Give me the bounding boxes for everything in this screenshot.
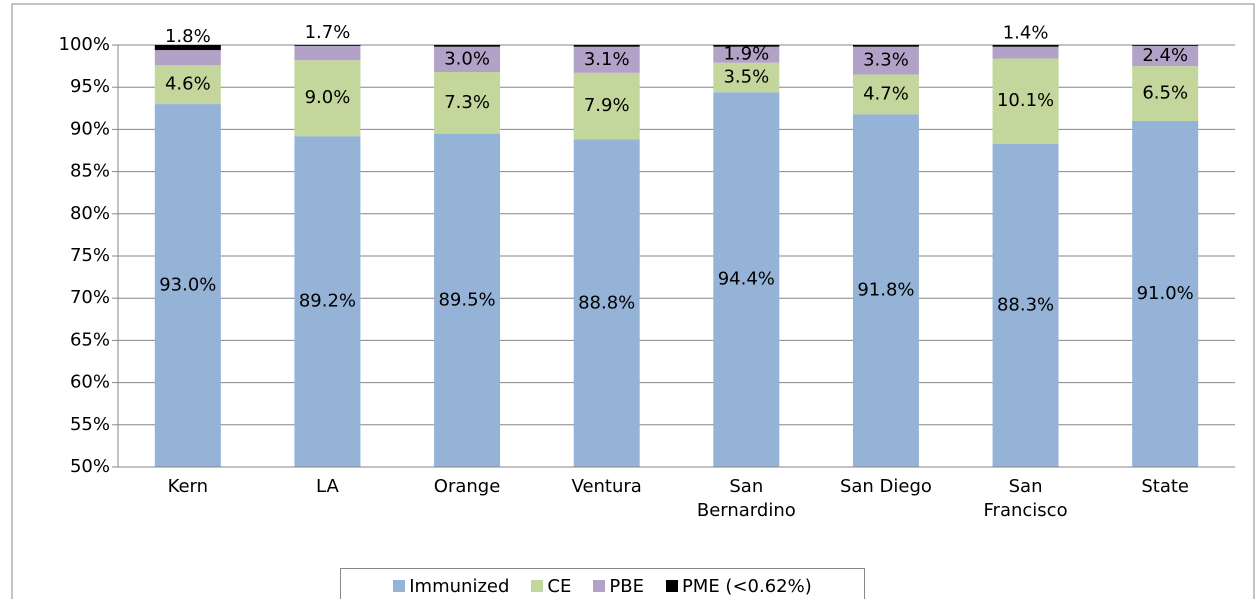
bar-segment	[713, 62, 780, 93]
data-label: 88.3%	[997, 294, 1054, 315]
data-label: 89.2%	[299, 291, 356, 312]
data-label: 91.0%	[1137, 283, 1194, 304]
data-label: 3.0%	[444, 48, 490, 69]
data-label: 93.0%	[159, 275, 216, 296]
legend-swatch	[531, 580, 544, 592]
data-label: 4.6%	[165, 74, 211, 95]
x-tick-label: San Diego	[839, 476, 932, 497]
bar-segment	[1132, 45, 1199, 67]
legend-label: Immunized	[409, 575, 510, 597]
bar-segment	[1132, 66, 1199, 121]
bar-segment	[434, 72, 501, 134]
data-label: 6.5%	[1142, 83, 1188, 104]
bar-segment	[154, 104, 221, 467]
bar-segment	[713, 92, 780, 467]
x-tick-label: Orange	[433, 476, 501, 497]
y-tick-label: 55%	[70, 414, 110, 435]
bar-segment	[992, 45, 1059, 47]
bar-segment	[713, 46, 780, 63]
bar-segment	[434, 45, 501, 47]
bar-segment	[434, 46, 501, 73]
data-label: 7.3%	[444, 92, 490, 113]
bar-segment	[434, 133, 501, 467]
legend-label: CE	[547, 575, 572, 597]
legend-item: PME (<0.62%)	[665, 575, 812, 597]
y-tick-label: 95%	[70, 76, 110, 97]
legend-swatch	[393, 580, 406, 592]
data-label: 94.4%	[718, 269, 775, 290]
bar-segment	[992, 143, 1059, 468]
y-tick-label: 70%	[70, 287, 110, 308]
bar-segment	[992, 58, 1059, 144]
x-tick-label: San Francisco	[983, 476, 1068, 521]
x-tick-label: San Bernardino	[696, 476, 796, 521]
y-tick-label: 100%	[59, 34, 110, 55]
bar-segment	[573, 45, 640, 47]
bar-segment	[713, 45, 780, 47]
data-label: 89.5%	[438, 289, 495, 310]
bar-segment	[294, 136, 361, 468]
legend-label: PME (<0.62%)	[681, 575, 812, 597]
bar-segment	[294, 45, 361, 61]
data-label: 9.0%	[305, 87, 351, 108]
bar-segment	[1132, 45, 1199, 46]
data-label: 3.3%	[863, 50, 909, 71]
legend: Immunized CE PBE PME (<0.62%)	[340, 568, 865, 599]
legend-swatch	[593, 580, 606, 592]
x-tick-label: State	[1141, 476, 1190, 497]
bar-segment	[573, 139, 640, 467]
bar-segment	[852, 45, 919, 47]
legend-swatch	[665, 580, 678, 592]
bar-segment	[852, 114, 919, 467]
y-tick-label: 80%	[70, 203, 110, 224]
x-tick-label: Kern	[167, 476, 209, 497]
data-label: 10.1%	[997, 90, 1054, 111]
data-label: 1.8%	[165, 26, 211, 47]
legend-item: CE	[531, 576, 571, 597]
y-tick-label: 75%	[70, 245, 110, 266]
bar-segment	[154, 50, 221, 66]
bar-segment	[294, 45, 361, 46]
data-label: 3.1%	[584, 49, 630, 70]
y-tick-label: 90%	[70, 118, 110, 139]
data-label: 2.4%	[1142, 45, 1188, 66]
bar-segment	[573, 46, 640, 73]
bar-segment	[154, 65, 221, 105]
x-tick-label: Ventura	[571, 476, 642, 497]
data-label: 7.9%	[584, 95, 630, 116]
legend-item: Immunized	[393, 576, 509, 597]
data-label: 1.9%	[723, 44, 769, 65]
data-label: 91.8%	[857, 280, 914, 301]
data-label: 3.5%	[723, 66, 769, 87]
y-tick-label: 60%	[70, 372, 110, 393]
y-tick-label: 65%	[70, 329, 110, 350]
legend-label: PBE	[609, 575, 644, 597]
y-tick-label: 85%	[70, 161, 110, 182]
data-label: 1.7%	[305, 22, 351, 43]
data-label: 88.8%	[578, 292, 635, 313]
bar-segment	[992, 46, 1059, 59]
data-label: 4.7%	[863, 83, 909, 104]
x-tick-label: LA	[316, 476, 339, 497]
bar-segment	[852, 74, 919, 115]
legend-item: PBE	[593, 576, 644, 597]
bar-segment	[573, 72, 640, 140]
bar-segment	[1132, 120, 1199, 468]
bar-segment	[294, 60, 361, 137]
y-tick-label: 50%	[70, 456, 110, 477]
data-label: 1.4%	[1003, 23, 1049, 44]
bar-segment	[852, 46, 919, 75]
bar-segment	[154, 45, 221, 51]
